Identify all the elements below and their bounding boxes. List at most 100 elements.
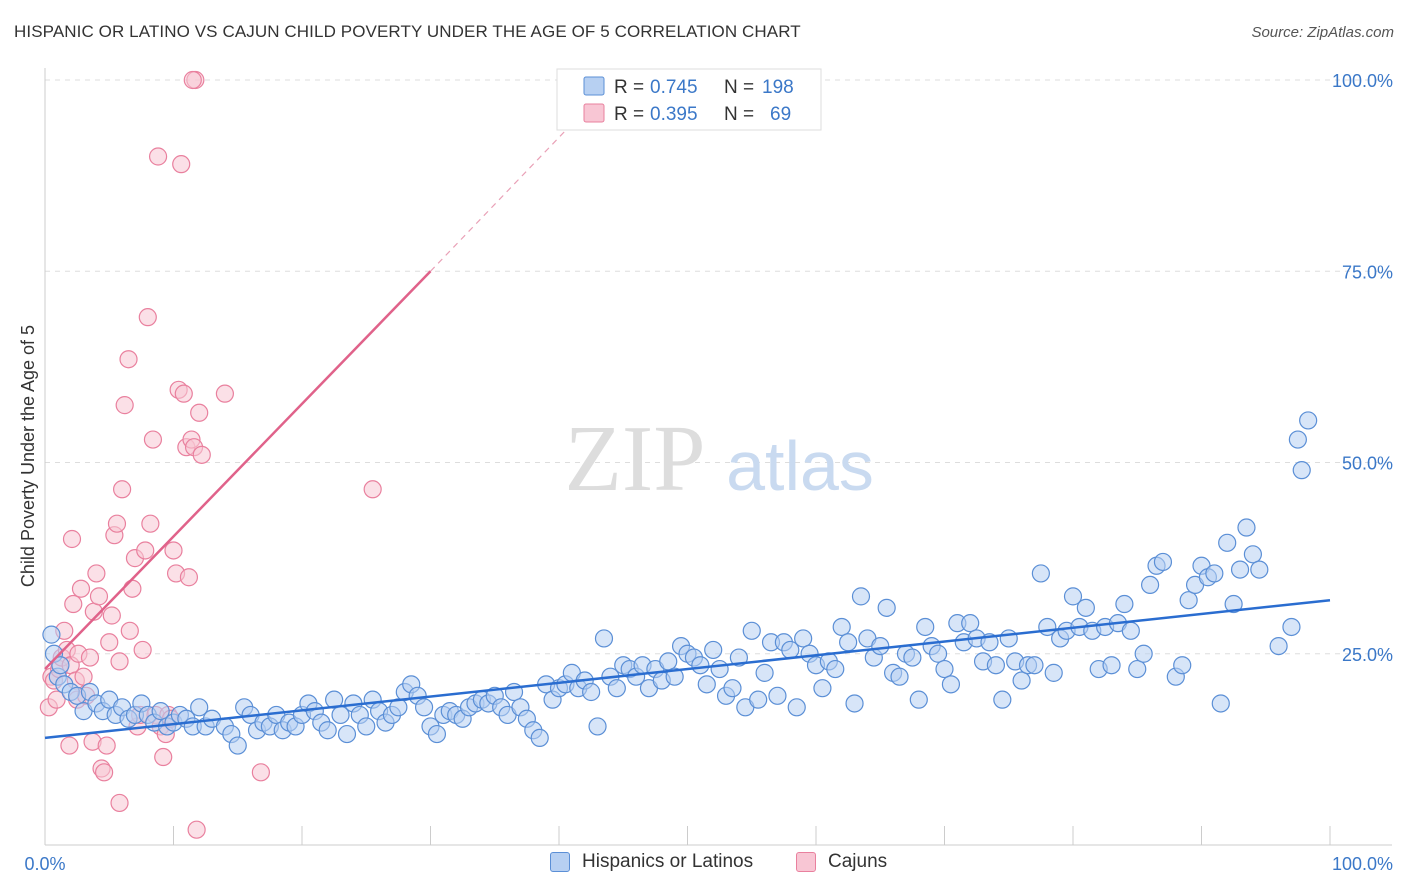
cajun-point-33: [115, 396, 134, 415]
legend-label-cajuns: Cajuns: [828, 851, 888, 872]
hispanic-point-25: [190, 698, 209, 717]
hispanic-point-107: [723, 679, 742, 698]
cajun-point-62: [190, 403, 209, 422]
cajun-trend-line: [44, 270, 432, 670]
hispanic-point-169: [1121, 621, 1140, 640]
legend-n-value-1: 198: [762, 77, 794, 98]
hispanic-point-162: [1076, 598, 1095, 617]
hispanic-point-144: [961, 614, 980, 633]
cajun-point-46: [148, 147, 168, 166]
cajun-point-40: [133, 640, 152, 660]
cajun-point-11: [64, 594, 83, 614]
hispanic-point-187: [1243, 545, 1263, 564]
hispanic-point-130: [871, 636, 890, 656]
cajun-point-48: [154, 747, 173, 767]
legend-item-hispanics: Hispanics or Latinos: [550, 851, 753, 873]
watermark-zip: ZIP: [565, 407, 706, 511]
legend-r-label-1: R =: [614, 77, 644, 98]
hispanic-point-125: [839, 633, 858, 652]
legend-item-cajuns: Cajuns: [796, 851, 887, 873]
hispanic-point-137: [916, 617, 935, 637]
cajun-point-31: [110, 793, 129, 813]
hispanic-point-0: [42, 625, 61, 644]
hispanic-point-44: [318, 721, 337, 740]
legend-swatch-pink: [583, 103, 605, 123]
hispanic-point-126: [845, 694, 864, 713]
cajun-point-27: [102, 606, 121, 625]
chart-title: HISPANIC OR LATINO VS CAJUN CHILD POVERT…: [14, 22, 801, 41]
cajun-point-68: [183, 70, 202, 90]
hispanic-point-97: [659, 652, 678, 671]
hispanic-point-185: [1230, 560, 1250, 579]
hispanic-point-133: [890, 667, 909, 686]
hispanic-point-50: [357, 717, 376, 736]
hispanic-point-160: [1063, 587, 1083, 606]
y-tick-label-2: 75.0%: [1342, 262, 1393, 282]
hispanic-point-108: [729, 648, 749, 667]
cajun-point-61: [187, 820, 206, 839]
cajun-point-42: [138, 308, 157, 327]
cajun-point-44: [143, 430, 163, 449]
cajun-point-22: [89, 587, 109, 606]
cajun-point-66: [363, 480, 382, 499]
hispanic-point-148: [986, 656, 1006, 675]
hispanic-point-141: [941, 675, 961, 694]
hispanic-point-124: [832, 617, 851, 637]
cajun-point-16: [74, 667, 93, 686]
hispanic-point-149: [993, 690, 1012, 709]
cajun-point-55: [172, 155, 191, 174]
hispanic-point-110: [742, 621, 761, 640]
hispanic-point-157: [1044, 663, 1063, 682]
hispanic-point-59: [414, 698, 434, 717]
x-tick-label-1: 100.0%: [1332, 854, 1393, 874]
hispanic-point-190: [1292, 461, 1311, 480]
hispanic-point-140: [935, 659, 954, 679]
legend-n-value-2: 69: [770, 104, 791, 125]
hispanic-point-154: [1025, 656, 1044, 675]
hispanic-point-136: [909, 690, 928, 709]
cajun-point-64: [215, 384, 234, 403]
y-tick-label-3: 100.0%: [1332, 71, 1393, 91]
hispanic-point-188: [1250, 560, 1269, 579]
legend-label-hispanics: Hispanics or Latinos: [582, 851, 754, 872]
hispanic-point-170: [1128, 659, 1147, 679]
hispanic-point-193: [1269, 636, 1288, 656]
hispanic-point-117: [787, 698, 806, 717]
legend-top: R = 0.745 N = 198 R = 0.395 N = 69: [556, 68, 822, 131]
hispanic-point-4: [51, 656, 70, 675]
cajun-point-32: [112, 480, 132, 499]
cajun-point-15: [71, 579, 91, 598]
cajun-point-18: [80, 648, 100, 667]
cajun-point-65: [251, 763, 270, 782]
hispanic-point-182: [1211, 694, 1230, 713]
legend-n-label-2: N =: [724, 104, 754, 125]
cajun-point-52: [164, 541, 183, 560]
hispanic-point-181: [1205, 564, 1224, 583]
hispanic-point-166: [1102, 656, 1121, 675]
hispanic-point-85: [582, 682, 601, 702]
legend-swatch-blue: [583, 76, 605, 96]
hispanic-point-121: [813, 679, 832, 698]
legend-swatch-cajuns: [796, 852, 816, 872]
cajun-point-36: [123, 579, 142, 598]
hispanic-point-172: [1140, 575, 1160, 595]
cajun-point-25: [97, 736, 116, 755]
cajun-point-35: [120, 621, 139, 640]
cajun-point-63: [192, 445, 211, 464]
y-tick-label-1: 50.0%: [1342, 454, 1393, 474]
tick-labels: 25.0% 50.0% 75.0% 100.0% 0.0% 100.0%: [24, 71, 1393, 874]
hispanic-point-135: [903, 648, 922, 667]
hispanic-trend-line: [44, 598, 1331, 740]
y-tick-label-0: 25.0%: [1342, 645, 1393, 665]
hispanic-point-102: [691, 656, 710, 675]
watermark: ZIP atlas: [565, 407, 874, 511]
hispanic-point-111: [749, 690, 768, 709]
cajun-point-56: [174, 384, 193, 403]
y-axis-label: Child Poverty Under the Age of 5: [18, 325, 38, 587]
cajun-point-30: [110, 652, 129, 671]
hispanic-point-114: [768, 686, 787, 705]
x-tick-label-0: 0.0%: [24, 854, 65, 874]
hispanic-point-127: [851, 587, 871, 606]
hispanic-point-61: [427, 724, 447, 744]
